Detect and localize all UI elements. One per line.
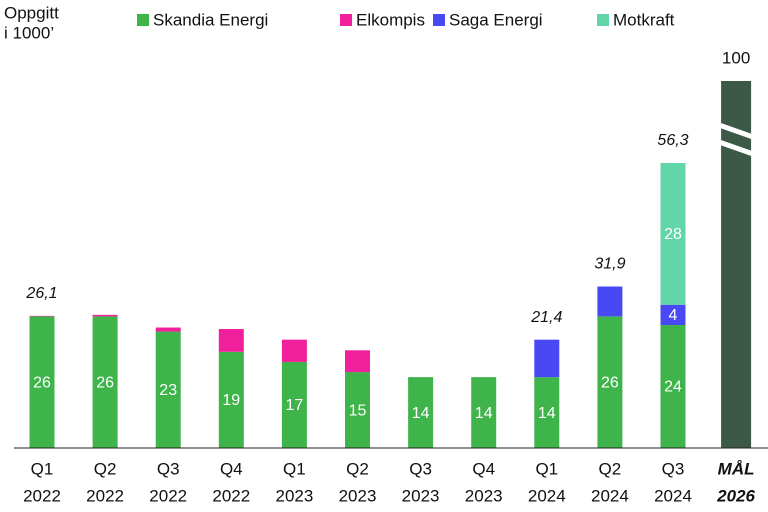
x-tick-label: 2022	[23, 486, 61, 505]
x-tick-label: 2023	[465, 486, 503, 505]
bar-segment	[534, 339, 560, 378]
x-tick-label: Q4	[220, 459, 243, 478]
x-tick-label: Q1	[283, 459, 306, 478]
bar-segment	[92, 316, 118, 448]
value-label: 14	[475, 405, 493, 422]
value-label: 4	[669, 307, 678, 324]
bar-segment	[660, 304, 686, 325]
total-label: 21,4	[530, 309, 562, 326]
x-tick-label: 2023	[402, 486, 440, 505]
value-label: 26	[33, 374, 51, 391]
bar-segment	[218, 351, 244, 448]
value-label: 23	[159, 382, 177, 399]
value-label: 15	[349, 402, 367, 419]
value-label: 14	[538, 405, 556, 422]
y-axis-label: Oppgitt	[4, 3, 59, 22]
bar-segment	[29, 315, 55, 317]
bar-segment	[660, 324, 686, 448]
bar-segment	[345, 350, 370, 373]
bar-segment	[155, 331, 181, 448]
x-tick-label: Q1	[535, 459, 558, 478]
bar-segment	[660, 163, 686, 305]
x-tick-label: 2024	[591, 486, 629, 505]
y-axis-label: i 1000’	[4, 23, 54, 42]
value-label: 24	[664, 379, 682, 396]
bar-segment	[471, 377, 497, 448]
value-label: 28	[664, 226, 682, 243]
bar-segment	[345, 372, 370, 448]
x-tick-label: 2022	[86, 486, 124, 505]
bar-segment	[534, 377, 560, 448]
x-tick-label: 2026	[716, 486, 755, 505]
value-label: 14	[412, 405, 430, 422]
value-label: 17	[286, 397, 304, 414]
legend-swatch	[137, 14, 149, 26]
axis-break	[718, 122, 754, 157]
x-tick-label: MÅL	[718, 459, 755, 478]
x-tick-label: 2023	[275, 486, 313, 505]
x-tick-label: Q3	[409, 459, 432, 478]
bar-segment	[597, 316, 623, 448]
x-tick-label: 2022	[212, 486, 250, 505]
legend-label: Motkraft	[613, 10, 675, 29]
bar-segment	[218, 329, 244, 352]
x-tick-label: 2023	[339, 486, 377, 505]
x-tick-label: Q2	[346, 459, 369, 478]
legend-label: Elkompis	[356, 10, 425, 29]
value-label: 26	[96, 374, 114, 391]
value-label: 19	[222, 392, 240, 409]
x-tick-label: Q4	[472, 459, 495, 478]
total-label: 31,9	[594, 256, 625, 273]
legend-swatch	[433, 14, 445, 26]
total-label: 56,3	[657, 132, 688, 149]
x-tick-label: Q1	[31, 459, 54, 478]
bar-segment	[597, 286, 623, 317]
target-label: 100	[722, 48, 750, 67]
bar-segment	[281, 339, 307, 362]
bar-segment	[408, 377, 434, 448]
x-tick-label: 2022	[149, 486, 187, 505]
x-tick-label: 2024	[528, 486, 566, 505]
legend-swatch	[597, 14, 609, 26]
x-tick-label: Q2	[94, 459, 117, 478]
bar-segment	[281, 361, 307, 448]
x-tick-label: 2024	[654, 486, 692, 505]
bar-segment	[29, 316, 55, 448]
legend-label: Saga Energi	[449, 10, 543, 29]
legend-label: Skandia Energi	[153, 10, 268, 29]
x-tick-label: Q3	[662, 459, 685, 478]
legend-swatch	[340, 14, 352, 26]
value-label: 26	[601, 374, 619, 391]
x-tick-label: Q2	[599, 459, 622, 478]
total-label: 26,1	[25, 285, 57, 302]
x-tick-label: Q3	[157, 459, 180, 478]
bar-segment	[155, 327, 181, 332]
bar-segment	[92, 314, 118, 317]
